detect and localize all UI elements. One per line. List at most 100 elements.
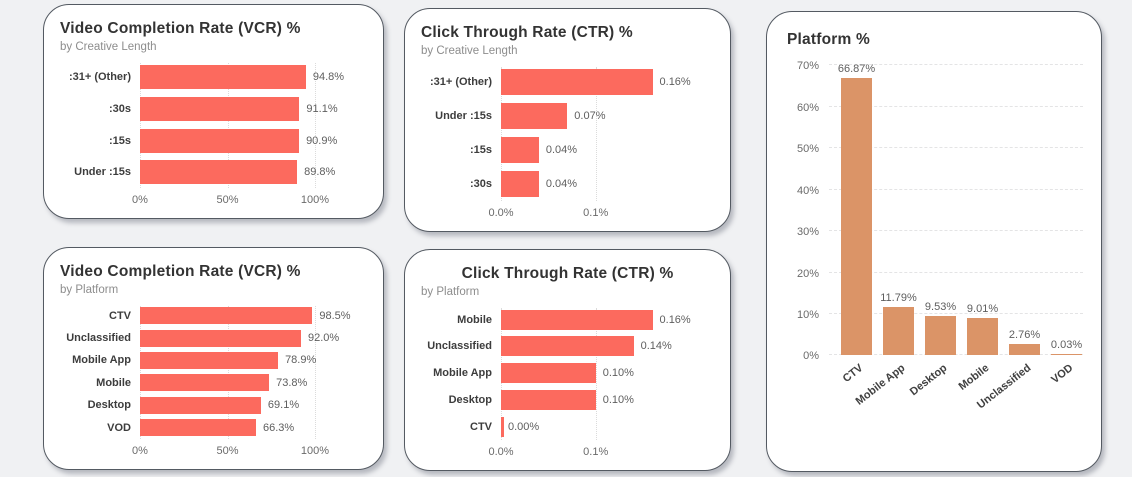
- bar[interactable]: [140, 96, 300, 121]
- bar[interactable]: [1051, 353, 1082, 356]
- value-label: 73.8%: [276, 376, 308, 389]
- x-category-label: Desktop: [907, 362, 950, 399]
- value-label: 0.04%: [545, 178, 578, 191]
- bar-rows: :31+ (Other) 94.8%:30s 91.1%:15s 90.9% Under…: [60, 61, 367, 188]
- bar[interactable]: [501, 389, 596, 410]
- chart-subtitle: by Creative Length: [421, 45, 518, 58]
- bar[interactable]: [140, 329, 301, 347]
- bar[interactable]: [841, 78, 872, 356]
- chart-title: Click Through Rate (CTR) %: [461, 265, 674, 282]
- value-label: 69.1%: [267, 399, 300, 412]
- value-label: 0.04%: [545, 144, 578, 157]
- gridlines: [501, 67, 662, 201]
- bar-column: 9.53%: [925, 65, 956, 356]
- gridlines: [140, 63, 316, 188]
- bar[interactable]: [140, 307, 313, 325]
- gridlines: [140, 306, 316, 439]
- gridline: [501, 67, 502, 201]
- plot-body: :31+ (Other) 94.8%:30s 91.1%:15s 90.9% Under…: [60, 61, 367, 188]
- category-label: Under :15s: [435, 110, 492, 123]
- bar[interactable]: [140, 419, 257, 437]
- bar[interactable]: [883, 306, 914, 356]
- category-label: :15s: [108, 134, 131, 147]
- bar[interactable]: [140, 351, 279, 369]
- bar[interactable]: [967, 318, 998, 356]
- bar-track: 0.07%: [501, 99, 662, 133]
- value-label: 98.5%: [319, 309, 351, 322]
- category-label: Unclassified: [66, 332, 131, 345]
- x-axis: 0% 50% 100%: [132, 188, 329, 208]
- bar-row: :15s 0.04%: [421, 133, 714, 167]
- value-label: 0.10%: [602, 393, 634, 406]
- x-axis-tick: 0.0%: [488, 207, 514, 219]
- x-axis: 0.0% 0.1%: [488, 201, 662, 221]
- x-category-label: CTV: [840, 362, 866, 386]
- bar[interactable]: [501, 416, 504, 437]
- category-label: :31+ (Other): [68, 71, 131, 84]
- bar-track: 89.8%: [140, 156, 335, 188]
- value-label: 66.87%: [837, 63, 876, 76]
- bar-row: Under :15s 0.07%: [421, 99, 714, 133]
- bar-track: 0.14%: [501, 333, 672, 360]
- value-label: 66.3%: [263, 421, 295, 434]
- bar-row: VOD 66.3%: [60, 417, 367, 439]
- chart-subtitle: by Creative Length: [60, 41, 157, 54]
- bar-row: Mobile App 0.10%: [421, 360, 714, 387]
- chart-title: Video Completion Rate (VCR) %: [60, 20, 301, 37]
- bar-rows: :31+ (Other) 0.16% Under :15s 0.07%:15s 0.04…: [421, 65, 714, 201]
- x-axis-tick: 100%: [300, 194, 330, 206]
- bar[interactable]: [140, 65, 306, 90]
- chart-title: Click Through Rate (CTR) %: [421, 24, 633, 41]
- bar[interactable]: [140, 396, 261, 414]
- gridline: [829, 105, 1083, 107]
- x-axis: CTV Mobile App Desktop Mobile Unclassified VO…: [829, 355, 1083, 427]
- bar-column: 0.03%: [1051, 65, 1082, 356]
- bar-column: 9.01%: [967, 65, 998, 356]
- category-label: CTV: [470, 420, 492, 433]
- value-label: 0.16%: [659, 313, 691, 326]
- bar-track: 94.8%: [140, 61, 344, 93]
- bar[interactable]: [1009, 343, 1040, 356]
- gridline: [829, 354, 1083, 356]
- bar[interactable]: [501, 137, 539, 164]
- chart-subtitle: by Platform: [421, 286, 480, 299]
- bar[interactable]: [925, 315, 956, 356]
- gridline: [595, 308, 597, 440]
- gridline: [829, 64, 1083, 66]
- bar[interactable]: [140, 160, 298, 185]
- value-label: 94.8%: [312, 71, 345, 84]
- bar[interactable]: [501, 336, 634, 357]
- x-axis: 0% 50% 100%: [132, 439, 329, 459]
- bar-track: 91.1%: [140, 93, 338, 125]
- category-label: Mobile: [457, 313, 492, 326]
- bar-row: Mobile 73.8%: [60, 372, 367, 394]
- category-label: :31+ (Other): [429, 76, 492, 89]
- card-vcr-by-creative-length: Video Completion Rate (VCR) % by Creativ…: [43, 4, 384, 219]
- gridline: [829, 188, 1083, 190]
- bar[interactable]: [501, 363, 596, 384]
- bar[interactable]: [140, 128, 300, 153]
- x-axis: 0.0% 0.1%: [488, 440, 662, 460]
- bar-track: 90.9%: [140, 125, 337, 157]
- value-label: 89.8%: [304, 166, 336, 179]
- bar-track: 73.8%: [140, 372, 315, 394]
- bars: 66.87% 11.79% 9.53% 9.01% 2.76% 0.03%: [837, 63, 1082, 356]
- plot-body: CTV 98.5% Unclassified 92.0% Mobile App 78.9%…: [60, 304, 367, 439]
- bar-row: :31+ (Other) 94.8%: [60, 61, 367, 93]
- plot-area: Mobile 0.16% Unclassified 0.14% Mobile App 0.…: [421, 306, 714, 460]
- value-label: 0.14%: [640, 340, 672, 353]
- bar-track: 0.10%: [501, 387, 662, 414]
- chart-subtitle: by Platform: [60, 284, 119, 297]
- category-label: :30s: [108, 102, 131, 115]
- bar[interactable]: [501, 69, 653, 96]
- bar[interactable]: [501, 171, 539, 198]
- bar[interactable]: [501, 309, 653, 330]
- bar[interactable]: [140, 374, 270, 392]
- bar-track: 0.16%: [501, 306, 691, 333]
- bar[interactable]: [501, 103, 568, 130]
- x-axis-tick: 50%: [216, 445, 239, 457]
- bar-column: 11.79%: [880, 65, 917, 356]
- y-axis-tick: 50%: [796, 143, 819, 156]
- gridline: [140, 63, 141, 188]
